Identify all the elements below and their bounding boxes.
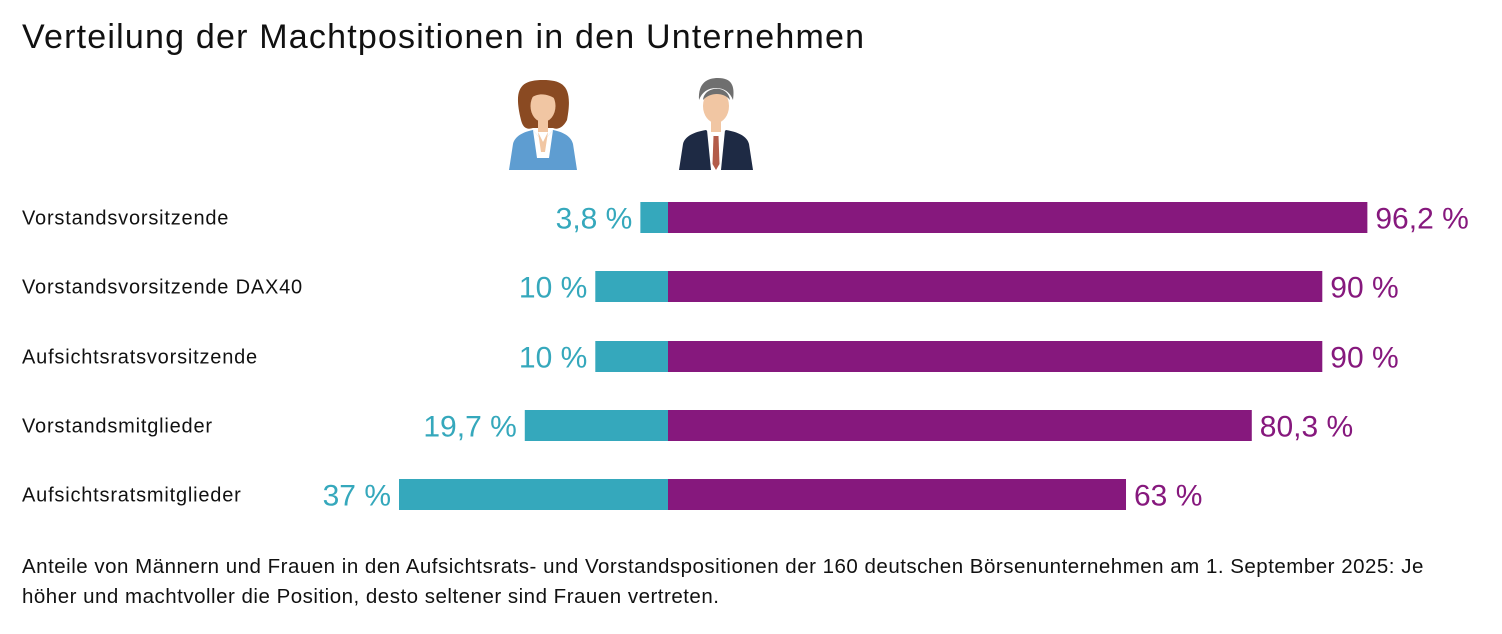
bar-women: [640, 202, 668, 233]
bar-men: [668, 479, 1127, 510]
man-icon: [679, 78, 753, 170]
bar-women: [524, 410, 668, 441]
category-label: Aufsichtsratsvorsitzende: [22, 347, 258, 369]
bar-men: [668, 410, 1252, 441]
chart: Vorstandsvorsitzende 3,8 % 96,2 % Vorstands…: [22, 78, 1469, 513]
value-label-men: 80,3 %: [1260, 411, 1353, 444]
bar-women: [595, 271, 668, 302]
category-label: Vorstandsmitglieder: [22, 416, 213, 438]
category-label: Vorstandsvorsitzende: [22, 208, 229, 230]
bar-men: [668, 341, 1323, 372]
value-label-men: 90 %: [1330, 342, 1398, 375]
value-label-women: 19,7 %: [423, 411, 516, 444]
chart-caption: Anteile von Männern und Frauen in den Au…: [22, 555, 1424, 608]
value-label-men: 96,2 %: [1375, 203, 1468, 236]
bar-women: [399, 479, 668, 510]
bar-men: [668, 202, 1368, 233]
value-label-women: 10 %: [519, 342, 587, 375]
bar-men: [668, 271, 1323, 302]
category-label: Vorstandsvorsitzende DAX40: [22, 277, 303, 299]
value-label-women: 37 %: [323, 480, 391, 513]
value-label-women: 10 %: [519, 272, 587, 305]
woman-icon: [509, 80, 577, 170]
bar-women: [595, 341, 668, 372]
value-label-women: 3,8 %: [556, 203, 633, 236]
value-label-men: 63 %: [1134, 480, 1202, 513]
category-label: Aufsichtsratsmitglieder: [22, 485, 242, 507]
chart-title: Verteilung der Machtpositionen in den Un…: [22, 18, 866, 56]
value-label-men: 90 %: [1330, 272, 1398, 305]
